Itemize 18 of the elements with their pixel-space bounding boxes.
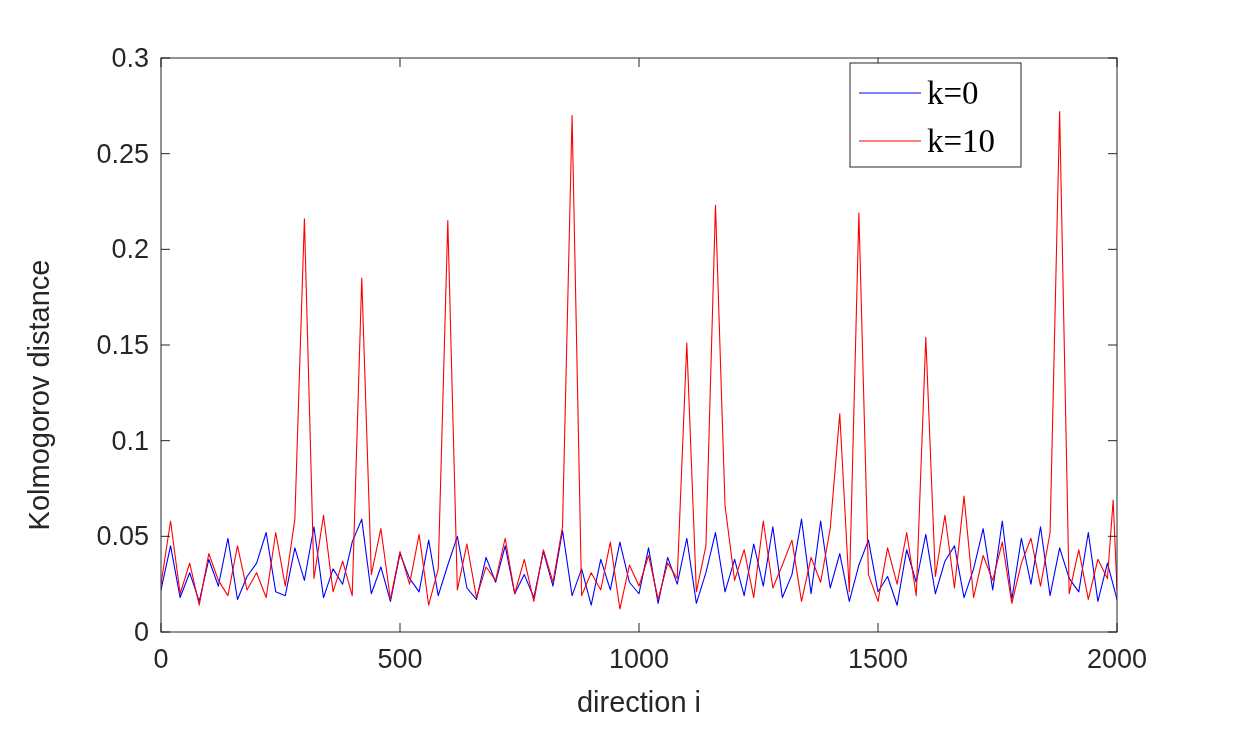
x-tick-label: 1500 (847, 644, 909, 674)
x-axis-title: direction i (576, 686, 702, 718)
y-tick-label: 0.3 (111, 43, 149, 73)
x-tick-label: 0 (153, 644, 169, 674)
y-tick-label: 0.05 (96, 521, 149, 552)
x-tick-label: 500 (377, 644, 423, 674)
y-axis-title: Kolmogorov distance (23, 259, 55, 531)
line-series (161, 111, 1117, 610)
line-series (161, 518, 1117, 606)
y-tick-label: 0.2 (111, 234, 149, 265)
y-tick-label: 0.15 (96, 330, 149, 360)
legend-label: k=10 (927, 123, 996, 159)
x-tick-label: 2000 (1086, 644, 1148, 674)
legend-label: k=0 (927, 75, 979, 111)
y-tick-label: 0.25 (96, 138, 149, 169)
y-tick-label: 0.1 (111, 425, 149, 456)
x-tick-label: 1000 (608, 644, 670, 674)
y-tick-label: 0 (133, 617, 149, 647)
